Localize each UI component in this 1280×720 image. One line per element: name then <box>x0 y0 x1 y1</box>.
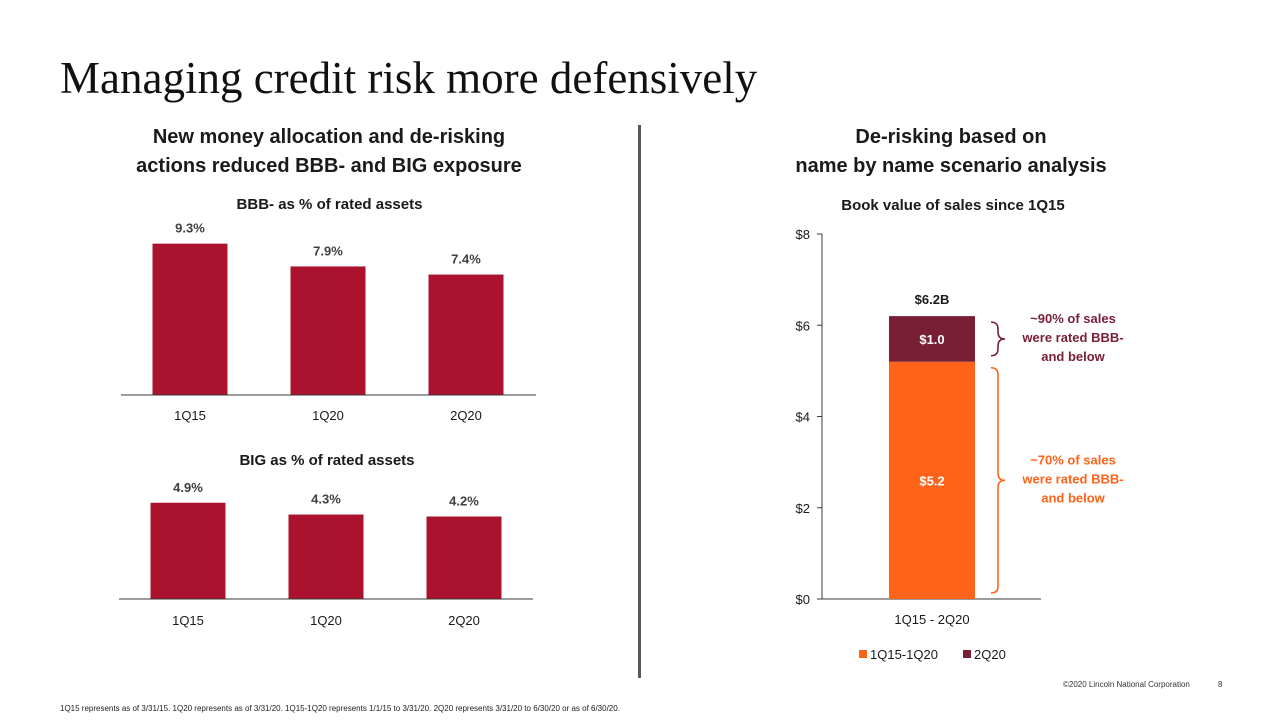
legend-swatch-2q20 <box>963 650 971 658</box>
annotation-text-line: and below <box>1041 349 1105 364</box>
big-category-label: 2Q20 <box>448 613 480 628</box>
annotation-text-line: and below <box>1041 490 1105 505</box>
bbb-data-label: 7.9% <box>313 243 343 258</box>
sales-segment-label: $5.2 <box>919 473 944 488</box>
annotation-text-line: ~90% of sales <box>1030 311 1116 326</box>
annotation-bracket <box>990 366 1006 594</box>
big-category-label: 1Q15 <box>172 613 204 628</box>
big-category-label: 1Q20 <box>310 613 342 628</box>
left-heading-line-1: New money allocation and de-risking <box>152 126 506 148</box>
annotation-text-line: ~70% of sales <box>1030 452 1116 467</box>
big-bar-2q20 <box>426 516 502 599</box>
annotation-bracket <box>990 321 1006 357</box>
right-heading: De-risking based on name by name scenari… <box>731 123 1171 181</box>
bbb-data-label: 7.4% <box>451 252 481 267</box>
big-data-label: 4.2% <box>449 494 479 509</box>
sales-y-tick-label: $2 <box>796 501 810 516</box>
sales-y-tick-label: $0 <box>796 592 810 607</box>
legend-swatch-1q15-1q20 <box>859 650 867 658</box>
page-number: 8 <box>1218 680 1223 689</box>
sales-y-tick-label: $6 <box>796 318 810 333</box>
big-bar-1q15 <box>150 502 226 599</box>
left-heading: New money allocation and de-risking acti… <box>109 123 549 181</box>
annotation-text-line: were rated BBB- <box>1021 471 1123 486</box>
footnote: 1Q15 represents as of 3/31/15. 1Q20 repr… <box>60 704 620 713</box>
big-bar-1q20 <box>288 514 364 599</box>
copyright: ©2020 Lincoln National Corporation <box>1063 680 1190 689</box>
bbb-bar-1q15 <box>152 243 228 395</box>
right-heading-line-2: name by name scenario analysis <box>795 155 1107 177</box>
bbb-category-label: 2Q20 <box>450 408 482 423</box>
bbb-category-label: 1Q15 <box>174 408 206 423</box>
sales-chart-title: Book value of sales since 1Q15 <box>841 197 1064 214</box>
legend-label: 2Q20 <box>974 647 1006 662</box>
sales-bar-segment-1q15-1q20 <box>889 361 975 599</box>
bbb-category-label: 1Q20 <box>312 408 344 423</box>
bbb-chart-title: BBB- as % of rated assets <box>237 196 423 213</box>
bbb-data-label: 9.3% <box>175 221 205 236</box>
legend-label: 1Q15-1Q20 <box>870 647 938 662</box>
right-heading-line-1: De-risking based on <box>855 126 1047 148</box>
bbb-bar-2q20 <box>428 274 504 395</box>
big-chart-title: BIG as % of rated assets <box>239 452 414 469</box>
sales-segment-label: $1.0 <box>919 332 944 347</box>
sales-category-label: 1Q15 - 2Q20 <box>894 612 969 627</box>
sales-y-tick-label: $8 <box>796 227 810 242</box>
vertical-divider <box>638 125 641 678</box>
sales-y-tick-label: $4 <box>796 410 810 425</box>
sales-total-label: $6.2B <box>915 292 950 307</box>
slide-title: Managing credit risk more defensively <box>60 53 758 103</box>
annotation-text-line: were rated BBB- <box>1021 330 1123 345</box>
left-heading-line-2: actions reduced BBB- and BIG exposure <box>136 155 522 177</box>
big-data-label: 4.9% <box>173 480 203 495</box>
bbb-bar-1q20 <box>290 266 366 395</box>
sales-bar-segment-2q20 <box>889 316 975 362</box>
big-data-label: 4.3% <box>311 492 341 507</box>
